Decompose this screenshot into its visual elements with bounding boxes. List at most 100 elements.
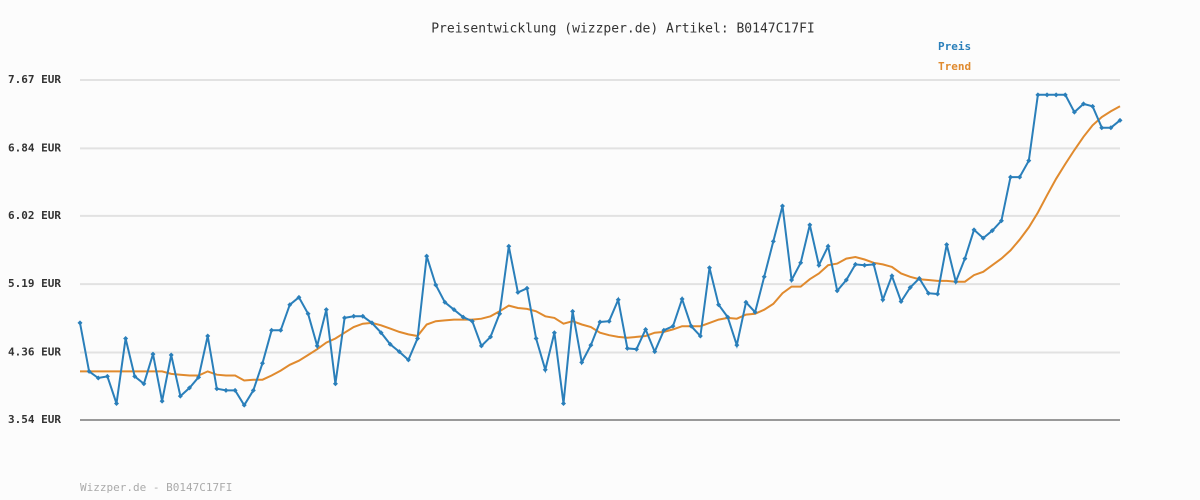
point-marker [305,311,311,317]
point-marker [259,360,265,366]
point-marker [1108,125,1114,131]
point-marker [424,253,430,259]
point-marker [615,297,621,303]
point-marker [232,387,238,393]
point-marker [679,296,685,302]
point-marker [542,367,548,373]
point-marker [205,333,211,339]
point-marker [113,401,119,407]
y-tick-label: 4.36 EUR [8,345,61,358]
point-marker [862,262,868,268]
legend-label: Trend [938,60,971,73]
point-marker [898,298,904,304]
point-marker [478,343,484,349]
point-marker [935,291,941,297]
point-marker [497,311,503,317]
point-marker [652,349,658,355]
point-marker [387,341,393,347]
point-marker [1099,125,1105,131]
point-marker [250,387,256,393]
point-marker [725,314,731,320]
point-marker [533,335,539,341]
point-marker [1062,92,1068,98]
point-marker [488,334,494,340]
point-marker [551,330,557,336]
point-marker [95,375,101,381]
y-tick-label: 5.19 EUR [8,277,61,290]
point-marker [515,289,521,295]
point-marker [123,335,129,341]
footer: Wizzper.de - B0147C17FI [80,481,232,494]
point-marker [241,402,247,408]
point-marker [369,320,375,326]
point-marker [989,228,995,234]
point-marker [743,299,749,305]
point-marker [779,203,785,209]
point-marker [1035,92,1041,98]
point-marker [852,261,858,267]
y-tick-label: 3.54 EUR [8,413,61,426]
point-marker [506,243,512,249]
point-marker [86,368,92,374]
point-marker [342,315,348,321]
point-marker [688,323,694,329]
point-marker [132,373,138,379]
point-marker [415,335,421,341]
point-marker [1081,101,1087,107]
point-marker [825,243,831,249]
point-marker [971,227,977,233]
point-marker [1090,103,1096,109]
point-marker [716,302,722,308]
point-marker [1044,92,1050,98]
point-marker [816,262,822,268]
point-marker [907,284,913,290]
point-marker [633,346,639,352]
point-marker [332,381,338,387]
point-marker [570,308,576,314]
point-marker [597,319,603,325]
point-marker [278,327,284,333]
legend-label: Preis [938,40,971,53]
point-marker [734,342,740,348]
point-marker [186,385,192,391]
point-marker [214,386,220,392]
y-tick-label: 7.67 EUR [8,73,61,86]
point-marker [524,285,530,291]
point-marker [77,320,83,326]
point-marker [314,343,320,349]
point-marker [579,359,585,365]
point-marker [834,288,840,294]
point-marker [962,256,968,262]
point-marker [588,342,594,348]
point-marker [606,318,612,324]
point-marker [880,297,886,303]
point-marker [944,242,950,248]
point-marker [351,313,357,319]
point-marker [451,307,457,313]
point-marker [798,260,804,266]
point-marker [889,273,895,279]
point-marker [223,387,229,393]
point-marker [697,333,703,339]
point-marker [998,218,1004,224]
point-marker [789,277,795,283]
point-marker [624,345,630,351]
point-marker [752,309,758,315]
point-marker [706,265,712,271]
point-marker [807,222,813,228]
point-marker [141,381,147,387]
point-marker [561,401,567,407]
point-marker [150,351,156,357]
chart-title: Preisentwicklung (wizzper.de) Artikel: B… [431,22,815,37]
point-marker [953,279,959,285]
point-marker [460,314,466,320]
y-tick-label: 6.02 EUR [8,209,61,222]
point-marker [843,277,849,283]
point-marker [980,235,986,241]
point-marker [661,327,667,333]
point-marker [670,323,676,329]
y-tick-label: 6.84 EUR [8,141,61,154]
point-marker [177,393,183,399]
point-marker [643,326,649,332]
